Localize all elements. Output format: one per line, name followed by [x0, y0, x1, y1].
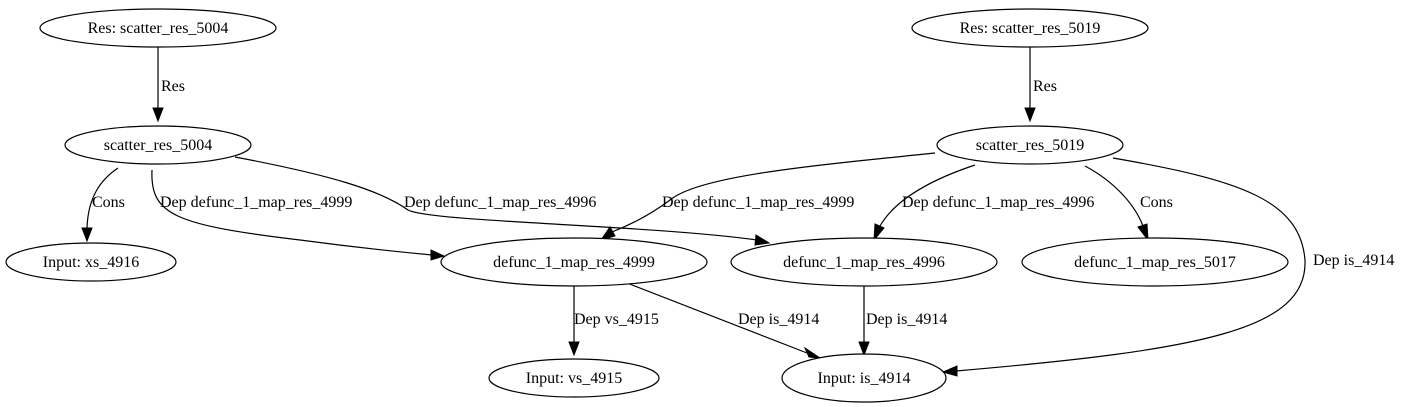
edge-label-res-5019: Res	[1033, 78, 1057, 95]
node-label: Res: scatter_res_5019	[960, 20, 1101, 37]
node-label: defunc_1_map_res_4996	[783, 254, 945, 271]
edge-res-5004-to-scatter	[152, 47, 164, 123]
node-label: Input: vs_4915	[526, 370, 622, 387]
edge-scatter-5019-to-input-is	[941, 157, 1306, 377]
node-defunc-1-map-res-5017: defunc_1_map_res_5017	[1021, 237, 1289, 287]
node-scatter-res-5019: scatter_res_5019	[936, 125, 1124, 165]
node-input-is-4914: Input: is_4914	[781, 353, 947, 403]
node-label: defunc_1_map_res_5017	[1074, 254, 1236, 271]
edge-label-5019-dep-4999: Dep defunc_1_map_res_4999	[662, 194, 854, 211]
edge-scatter-5019-to-defunc-5017	[1084, 165, 1149, 242]
edge-scatter-5004-to-defunc-4996	[234, 156, 771, 246]
edge-label-cons-xs: Cons	[92, 194, 125, 211]
edge-defunc-4996-to-input-is	[858, 286, 870, 357]
node-defunc-1-map-res-4999: defunc_1_map_res_4999	[440, 237, 708, 287]
node-label: scatter_res_5004	[104, 137, 212, 154]
edge-label-5004-dep-4999: Dep defunc_1_map_res_4999	[160, 194, 352, 211]
edge-label-4996-dep-is: Dep is_4914	[866, 311, 947, 328]
node-label: scatter_res_5019	[976, 137, 1084, 154]
edge-res-5019-to-scatter	[1024, 47, 1036, 123]
edge-label-4999-dep-vs: Dep vs_4915	[574, 311, 659, 328]
edge-scatter-5004-to-input-xs	[81, 167, 119, 243]
edge-scatter-5019-to-defunc-4999	[599, 152, 936, 241]
edge-label-cons-5017: Cons	[1140, 194, 1173, 211]
node-scatter-res-5004: scatter_res_5004	[64, 125, 252, 165]
edge-label-5019-dep-is: Dep is_4914	[1313, 252, 1394, 269]
edge-label-5019-dep-4996: Dep defunc_1_map_res_4996	[902, 194, 1094, 211]
node-res-scatter-res-5019: Res: scatter_res_5019	[911, 8, 1149, 48]
edge-defunc-4999-to-input-vs	[568, 286, 580, 357]
edge-scatter-5004-to-defunc-4999	[151, 169, 446, 261]
node-res-scatter-res-5004: Res: scatter_res_5004	[39, 8, 277, 48]
edge-label-res-5004: Res	[161, 78, 185, 95]
edge-label-4999-dep-is: Dep is_4914	[738, 311, 819, 328]
node-input-vs-4915: Input: vs_4915	[488, 358, 660, 398]
node-input-xs-4916: Input: xs_4916	[5, 242, 177, 282]
node-defunc-1-map-res-4996: defunc_1_map_res_4996	[730, 237, 998, 287]
node-label: Input: xs_4916	[43, 254, 139, 271]
edge-defunc-4999-to-input-is	[626, 282, 821, 359]
node-label: Input: is_4914	[818, 370, 911, 387]
node-label: Res: scatter_res_5004	[88, 20, 229, 37]
edge-label-5004-dep-4996: Dep defunc_1_map_res_4996	[404, 194, 596, 211]
node-label: defunc_1_map_res_4999	[493, 254, 655, 271]
edge-scatter-5019-to-defunc-4996	[873, 164, 976, 242]
